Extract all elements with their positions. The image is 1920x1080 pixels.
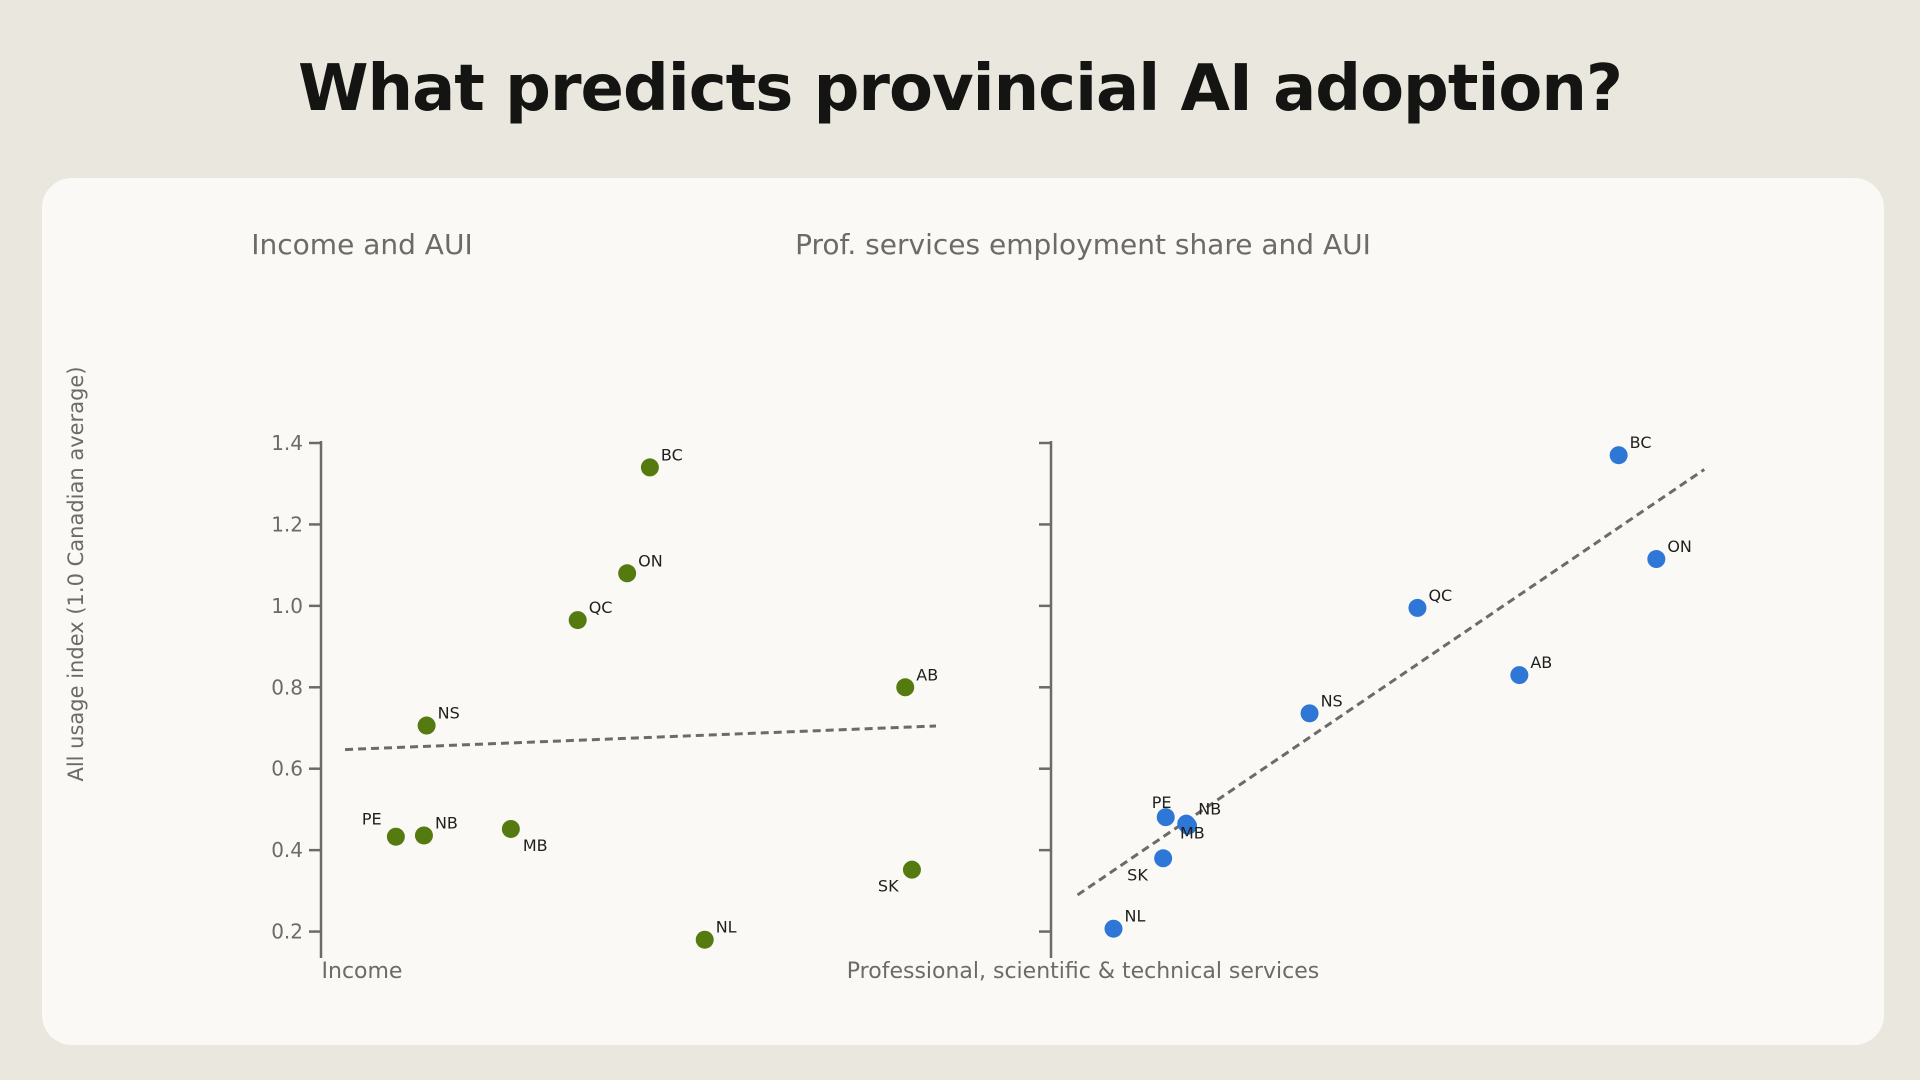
point-ns <box>417 716 436 735</box>
point-nl <box>1104 919 1123 938</box>
charts-card: Income and AUI All usage index (1.0 Cana… <box>42 178 1884 1045</box>
point-pe <box>386 827 405 846</box>
point-nl <box>695 930 714 949</box>
point-label-on: ON <box>1667 537 1692 556</box>
page-title: What predicts provincial AI adoption? <box>297 52 1623 126</box>
point-label-mb: MB <box>1180 824 1205 843</box>
trend-line <box>345 724 937 752</box>
point-label-pe: PE <box>1152 793 1172 812</box>
prof-services-scatter-chart: 567891011BCONQCABNSPENBMBSKNL <box>1039 433 1706 958</box>
point-qc <box>568 611 587 630</box>
point-label-nb: NB <box>1198 800 1221 819</box>
y-axis-label: All usage index (1.0 Canadian average) <box>64 366 88 782</box>
point-label-nl: NL <box>1125 907 1146 926</box>
point-label-pe: PE <box>362 810 382 829</box>
point-label-qc: QC <box>589 598 613 617</box>
y-tick-label: 0.2 <box>271 920 303 944</box>
y-tick-label: 1.0 <box>271 594 303 618</box>
point-qc <box>1408 598 1427 617</box>
y-tick-label: 0.8 <box>271 675 303 699</box>
point-label-bc: BC <box>1630 433 1652 452</box>
point-label-nl: NL <box>716 918 737 937</box>
trend-line <box>1076 468 1706 897</box>
y-tick-label: 1.4 <box>271 431 303 455</box>
y-tick-label: 0.4 <box>271 838 303 862</box>
point-ns <box>1300 704 1319 723</box>
point-label-bc: BC <box>661 445 683 464</box>
point-mb <box>1178 816 1197 835</box>
point-bc <box>640 458 659 477</box>
point-bc <box>1609 446 1628 465</box>
x-axis-label-prof-services: Professional, scientific & technical ser… <box>846 959 1320 984</box>
point-nb <box>414 826 433 845</box>
chart-title-income: Income and AUI <box>251 228 473 261</box>
point-on <box>1647 550 1666 569</box>
point-label-sk: SK <box>878 877 899 896</box>
point-on <box>618 564 637 583</box>
point-label-ab: AB <box>1530 653 1552 672</box>
point-label-ns: NS <box>438 704 460 723</box>
point-pe <box>1156 808 1175 827</box>
point-sk <box>902 860 921 879</box>
point-mb <box>501 819 520 838</box>
point-label-sk: SK <box>1127 865 1148 884</box>
point-label-qc: QC <box>1428 586 1452 605</box>
point-label-ab: AB <box>916 665 938 684</box>
chart-title-prof-services: Prof. services employment share and AUI <box>795 228 1371 261</box>
x-axis-label-income: Income <box>321 959 403 984</box>
point-label-on: ON <box>638 551 663 570</box>
income-scatter-chart: 0.00.20.40.60.81.01.21.4708090100110BCON… <box>271 431 938 958</box>
point-label-ns: NS <box>1321 691 1343 710</box>
y-tick-label: 1.2 <box>271 512 303 536</box>
point-sk <box>1154 849 1173 868</box>
point-label-mb: MB <box>523 836 548 855</box>
point-ab <box>896 678 915 697</box>
y-tick-label: 0.6 <box>271 757 303 781</box>
point-label-nb: NB <box>435 813 458 832</box>
point-ab <box>1510 666 1529 685</box>
